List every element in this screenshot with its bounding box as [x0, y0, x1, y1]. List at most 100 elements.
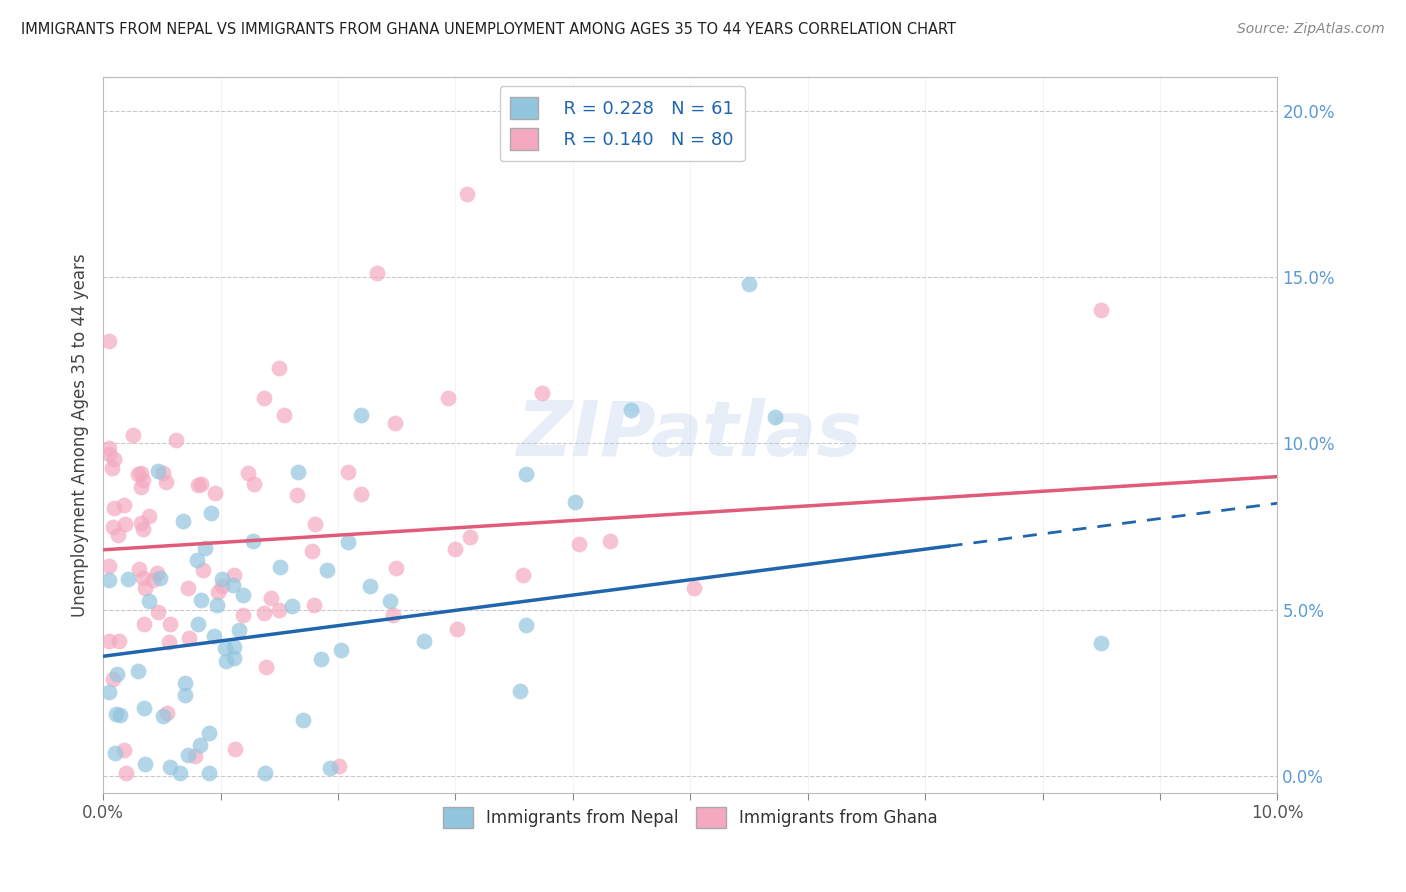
Point	[236, 466, 259, 480]
Point	[204, 485, 226, 500]
Point	[134, 582, 156, 596]
Point	[232, 589, 254, 603]
Point	[384, 416, 406, 430]
Point	[564, 495, 586, 509]
Point	[366, 266, 388, 280]
Point	[98, 633, 121, 648]
Point	[763, 409, 786, 424]
Point	[190, 593, 212, 607]
Point	[98, 442, 121, 456]
Point	[1090, 303, 1112, 318]
Point	[173, 688, 195, 702]
Point	[200, 506, 222, 520]
Point	[186, 553, 208, 567]
Point	[446, 622, 468, 636]
Point	[152, 709, 174, 723]
Point	[385, 561, 408, 575]
Point	[202, 629, 225, 643]
Point	[214, 640, 236, 655]
Point	[350, 486, 373, 500]
Point	[228, 624, 250, 638]
Point	[112, 743, 135, 757]
Point	[382, 607, 405, 622]
Point	[103, 451, 125, 466]
Text: IMMIGRANTS FROM NEPAL VS IMMIGRANTS FROM GHANA UNEMPLOYMENT AMONG AGES 35 TO 44 : IMMIGRANTS FROM NEPAL VS IMMIGRANTS FROM…	[21, 22, 956, 37]
Point	[260, 591, 283, 605]
Point	[122, 428, 145, 442]
Point	[155, 475, 177, 489]
Point	[193, 563, 215, 577]
Point	[269, 560, 291, 574]
Point	[222, 640, 245, 655]
Point	[252, 606, 274, 620]
Point	[157, 635, 180, 649]
Point	[301, 544, 323, 558]
Point	[302, 598, 325, 612]
Point	[190, 477, 212, 491]
Point	[599, 534, 621, 549]
Point	[222, 651, 245, 665]
Point	[267, 603, 290, 617]
Point	[211, 578, 233, 592]
Point	[187, 478, 209, 492]
Point	[148, 464, 170, 478]
Point	[131, 479, 153, 493]
Point	[142, 574, 165, 588]
Point	[146, 566, 169, 580]
Point	[198, 726, 221, 740]
Point	[188, 738, 211, 752]
Point	[169, 765, 191, 780]
Point	[127, 467, 149, 481]
Point	[159, 616, 181, 631]
Point	[98, 684, 121, 698]
Point	[412, 634, 434, 648]
Point	[287, 465, 309, 479]
Point	[128, 562, 150, 576]
Point	[242, 477, 264, 491]
Point	[115, 765, 138, 780]
Point	[174, 675, 197, 690]
Point	[1090, 636, 1112, 650]
Point	[165, 433, 187, 447]
Point	[98, 574, 121, 588]
Point	[254, 660, 277, 674]
Point	[222, 577, 245, 591]
Point	[198, 765, 221, 780]
Point	[458, 530, 481, 544]
Point	[568, 536, 591, 550]
Point	[101, 672, 124, 686]
Point	[359, 579, 381, 593]
Point	[224, 741, 246, 756]
Point	[131, 571, 153, 585]
Point	[138, 593, 160, 607]
Point	[134, 617, 156, 632]
Point	[132, 700, 155, 714]
Point	[101, 520, 124, 534]
Point	[304, 516, 326, 531]
Point	[253, 391, 276, 405]
Point	[112, 498, 135, 512]
Point	[292, 714, 315, 728]
Point	[285, 488, 308, 502]
Point	[114, 516, 136, 531]
Point	[127, 664, 149, 678]
Point	[515, 618, 537, 632]
Point	[211, 572, 233, 586]
Point	[131, 467, 153, 481]
Point	[738, 277, 761, 291]
Point	[98, 559, 121, 574]
Point	[149, 571, 172, 585]
Point	[318, 761, 340, 775]
Point	[309, 652, 332, 666]
Point	[350, 409, 373, 423]
Point	[184, 749, 207, 764]
Point	[444, 542, 467, 557]
Point	[132, 522, 155, 536]
Text: Source: ZipAtlas.com: Source: ZipAtlas.com	[1237, 22, 1385, 37]
Point	[117, 573, 139, 587]
Point	[138, 509, 160, 524]
Point	[530, 386, 553, 401]
Point	[156, 706, 179, 720]
Point	[456, 186, 478, 201]
Point	[328, 759, 350, 773]
